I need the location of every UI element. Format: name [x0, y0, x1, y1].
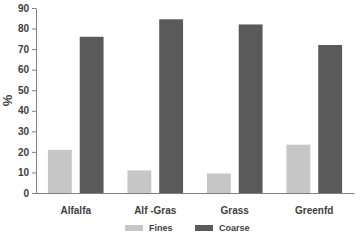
y-tick-label: 40: [18, 105, 30, 116]
y-tick-mark: [32, 70, 36, 71]
legend: Fines Coarse: [125, 223, 250, 233]
y-tick: 20: [18, 147, 36, 158]
y-tick-mark: [32, 172, 36, 173]
y-tick-label: 70: [18, 44, 30, 55]
chart: 0 10 20 30 40 50 60 70 80 90 Alfalfa Alf -Gras Grass…: [0, 0, 360, 238]
y-axis-line: [36, 9, 37, 194]
y-tick: 60: [18, 64, 36, 75]
plot: 0 10 20 30 40 50 60 70 80 90 Alfalfa Alf -Gras Grass…: [18, 3, 355, 216]
bar: [207, 173, 231, 193]
y-tick-label: 20: [18, 147, 30, 158]
x-tick-label: Grass: [221, 205, 250, 216]
y-tick: 70: [18, 44, 36, 55]
y-tick-label: 90: [18, 3, 30, 14]
x-tick-label: Alfalfa: [60, 205, 91, 216]
x-tick-label: Alf -Gras: [134, 205, 177, 216]
y-tick-mark: [32, 111, 36, 112]
x-tick-label: Greenfd: [295, 205, 333, 216]
x-tick: Alf -Gras: [134, 193, 177, 216]
bar: [318, 45, 342, 193]
bar: [239, 24, 263, 193]
y-tick: 40: [18, 105, 36, 116]
legend-label: Coarse: [219, 223, 250, 233]
y-tick-mark: [32, 8, 36, 9]
y-tick-mark: [32, 29, 36, 30]
y-tick-label: 50: [18, 85, 30, 96]
y-axis-title: %: [0, 94, 15, 106]
bars: [48, 19, 342, 193]
y-tick-mark: [32, 152, 36, 153]
y-tick-mark: [32, 90, 36, 91]
x-tick: Grass: [221, 193, 250, 216]
y-tick: 50: [18, 85, 36, 96]
y-tick: 0: [23, 188, 36, 199]
legend-label: Fines: [149, 223, 173, 233]
x-axis-line: [37, 193, 355, 194]
y-tick-label: 80: [18, 23, 30, 34]
x-tick: Alfalfa: [60, 193, 91, 216]
y-axis: 0 10 20 30 40 50 60 70 80 90: [18, 3, 37, 199]
y-tick: 80: [18, 23, 36, 34]
y-tick-mark: [32, 49, 36, 50]
y-tick-mark: [32, 131, 36, 132]
y-tick-label: 0: [23, 188, 29, 199]
legend-swatch: [125, 225, 143, 231]
y-tick: 10: [18, 167, 36, 178]
bar: [286, 145, 310, 193]
y-tick-mark: [32, 193, 36, 194]
bar: [80, 37, 104, 193]
bar: [159, 19, 183, 193]
y-tick-label: 30: [18, 126, 30, 137]
legend-swatch: [195, 225, 213, 231]
x-axis: Alfalfa Alf -Gras Grass Greenfd: [37, 193, 355, 216]
y-tick: 30: [18, 126, 36, 137]
x-tick: Greenfd: [295, 193, 333, 216]
bar: [127, 170, 151, 193]
y-tick-label: 60: [18, 64, 30, 75]
y-tick: 90: [18, 3, 36, 14]
y-tick-label: 10: [18, 167, 30, 178]
bar: [48, 150, 72, 193]
